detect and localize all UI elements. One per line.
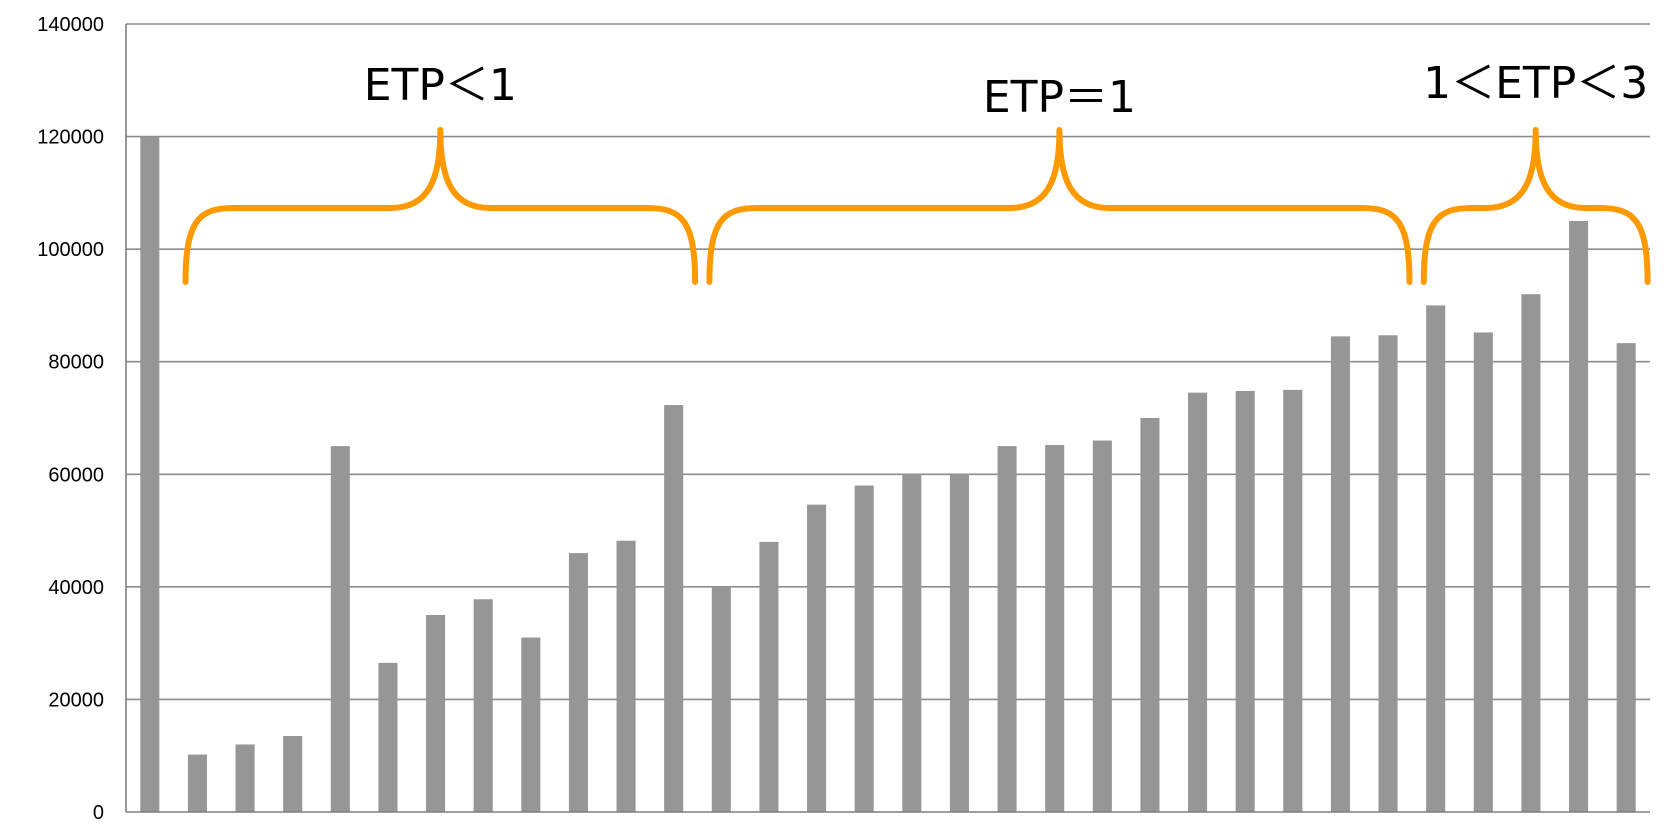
- y-tick-label: 60000: [48, 464, 104, 486]
- bar: [283, 736, 303, 812]
- annotation-brace: [706, 127, 1413, 285]
- bar: [664, 405, 684, 812]
- bar: [473, 599, 493, 812]
- bar: [235, 744, 255, 812]
- bar: [949, 474, 969, 812]
- y-tick-label: 20000: [48, 689, 104, 711]
- bar: [807, 504, 827, 812]
- bar: [378, 662, 398, 812]
- y-tick-label: 40000: [48, 577, 104, 599]
- y-tick-label: 80000: [48, 352, 104, 374]
- y-tick-label: 120000: [37, 127, 104, 149]
- annotation-brace: [1420, 127, 1651, 285]
- group-annotations: ETP＜1 ETP＝1 1＜ETP＜3: [182, 58, 1651, 285]
- bar: [1569, 221, 1589, 812]
- bar: [1140, 418, 1160, 812]
- bar: [1330, 336, 1350, 812]
- bar: [521, 637, 541, 812]
- y-tick-label: 0: [93, 802, 104, 824]
- gridlines: [126, 23, 1650, 701]
- bar: [426, 615, 446, 812]
- bars: [140, 136, 1636, 813]
- y-axis-tick-labels: 0 20000 40000 60000 80000 100000 120000 140000: [37, 14, 104, 824]
- y-tick-label: 100000: [37, 239, 104, 261]
- bar: [854, 485, 874, 812]
- bar: [616, 540, 636, 812]
- annotation-brace: [182, 127, 699, 285]
- bar: [1473, 332, 1493, 812]
- annotation-label: ETP＝1: [983, 72, 1136, 123]
- bar: [1378, 335, 1398, 812]
- bar: [140, 136, 160, 813]
- bar: [1616, 343, 1636, 812]
- annotation-label: 1＜ETP＜3: [1423, 58, 1648, 109]
- bar: [1521, 294, 1541, 813]
- bar: [1045, 445, 1065, 812]
- bar: [330, 446, 350, 812]
- bar: [1283, 389, 1303, 812]
- bar: [759, 541, 779, 812]
- bar: [1188, 392, 1208, 812]
- bar: [1426, 305, 1446, 812]
- bar: [997, 446, 1017, 812]
- bar: [711, 586, 731, 812]
- annotation-label: ETP＜1: [364, 60, 517, 111]
- bar: [902, 474, 922, 812]
- bar: [1235, 390, 1255, 812]
- bar: [1092, 440, 1112, 812]
- bar: [568, 553, 588, 812]
- y-tick-label: 140000: [37, 14, 104, 36]
- bar: [187, 754, 207, 812]
